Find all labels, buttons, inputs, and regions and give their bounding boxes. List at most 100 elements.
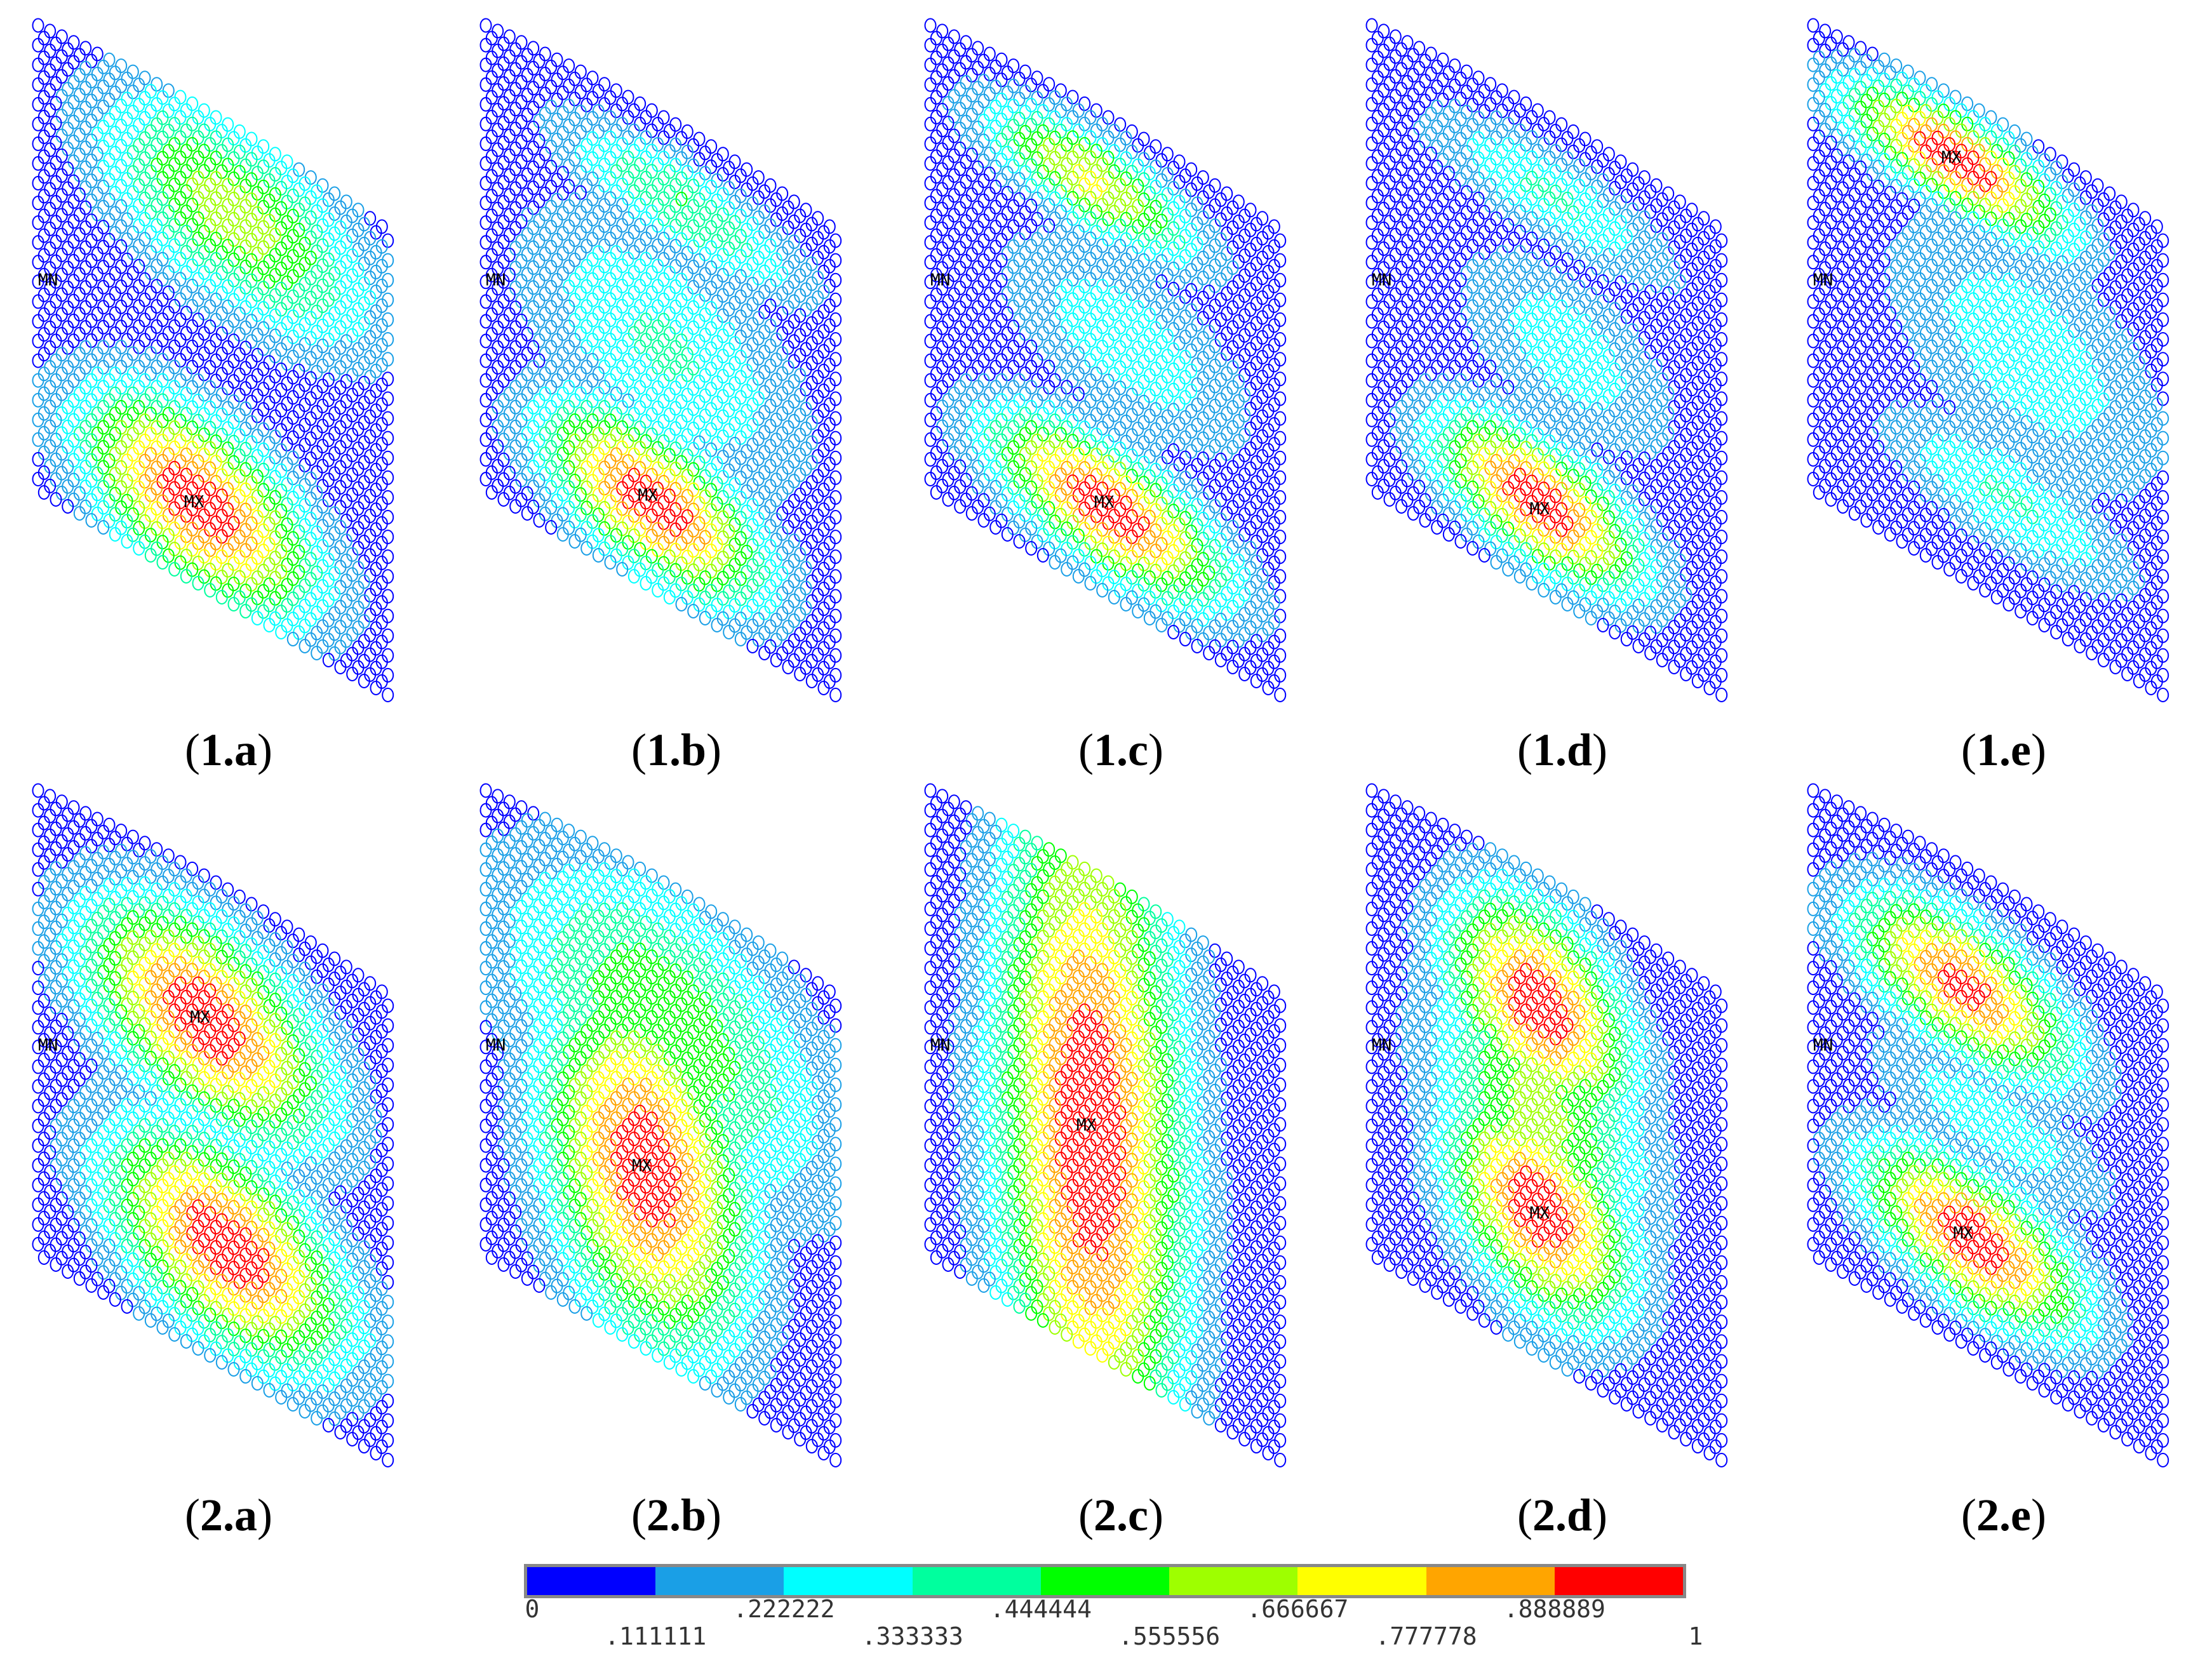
mesh-cell	[479, 215, 492, 230]
mesh-cell	[239, 604, 252, 618]
panel-caption-1a: (1.a)	[185, 725, 272, 775]
mesh-cell	[1449, 78, 1461, 93]
mesh-cell	[115, 138, 128, 154]
mesh-cell	[479, 156, 492, 171]
mesh-cell	[1013, 71, 1026, 86]
mesh-cell	[1413, 121, 1426, 135]
mesh-cell	[1472, 151, 1485, 166]
mesh-cell	[965, 147, 978, 163]
mesh-cell	[1025, 541, 1038, 556]
mesh-cell	[1466, 158, 1479, 173]
mesh-cell	[960, 135, 972, 149]
mesh-cell	[133, 138, 145, 153]
mesh-cell	[539, 46, 551, 62]
mesh-cell	[1401, 75, 1414, 90]
mesh-cell	[126, 124, 139, 140]
mesh-cell	[79, 41, 92, 56]
mesh-cell	[1031, 70, 1043, 86]
mesh-cell	[556, 126, 569, 140]
mesh-cell	[32, 274, 44, 290]
mesh-cell	[521, 107, 533, 123]
mesh-cell	[144, 124, 157, 139]
mesh-cell	[503, 69, 516, 84]
mesh-cell	[144, 84, 157, 99]
mesh-cell	[121, 192, 133, 207]
mesh-cell	[32, 353, 44, 368]
mesh-cell	[924, 353, 937, 368]
mesh-cell	[121, 112, 133, 126]
mesh-cell	[551, 152, 563, 168]
mesh-cell	[73, 48, 86, 63]
mesh-cell	[1019, 145, 1031, 160]
mesh-cell	[972, 60, 984, 76]
mesh-cell	[156, 90, 169, 105]
mesh-cell	[485, 30, 498, 46]
mesh-cell	[1389, 49, 1402, 64]
mesh-cell	[521, 506, 533, 521]
mesh-cell	[97, 199, 110, 215]
mesh-cell	[1001, 65, 1014, 81]
mesh-cell	[492, 123, 504, 138]
mesh-cell	[126, 84, 139, 100]
mesh-cell	[67, 75, 80, 90]
mesh-cell	[965, 88, 978, 103]
mesh-cell	[924, 97, 937, 112]
mesh-cell	[479, 353, 492, 368]
mesh-cell	[1413, 160, 1426, 175]
mesh-cell	[687, 604, 700, 618]
min-marker: MN	[930, 271, 950, 290]
mesh-cell	[109, 527, 121, 542]
mesh-cell	[1437, 152, 1449, 168]
mesh-cell	[37, 485, 50, 500]
mesh-cell	[580, 158, 593, 173]
mesh-cell	[972, 140, 984, 156]
mesh-cell	[515, 174, 528, 189]
mesh-cell	[1449, 178, 1461, 194]
mesh-cell	[1454, 71, 1467, 86]
mesh-cell	[1025, 198, 1038, 213]
mesh-cell	[121, 534, 133, 549]
mesh-cell	[103, 112, 116, 128]
mesh-cell	[73, 128, 86, 142]
mesh-cell	[977, 133, 990, 149]
mesh-cell	[1007, 78, 1020, 93]
mesh-cell	[924, 136, 937, 151]
mesh-cell	[32, 57, 44, 72]
mesh-cell	[138, 151, 151, 166]
mesh-cell	[1413, 140, 1426, 156]
mesh-cell	[85, 153, 98, 168]
mesh-cell	[91, 46, 104, 62]
mesh-cell	[346, 667, 359, 681]
mesh-cell	[1262, 681, 1275, 695]
mesh-cell	[1424, 67, 1437, 81]
mesh-cell	[568, 172, 581, 187]
mesh-cell	[580, 98, 593, 112]
mesh-cell	[263, 618, 276, 632]
mesh-cell	[503, 128, 516, 144]
mesh-cell	[598, 117, 611, 132]
mesh-cell	[1061, 562, 1073, 577]
mesh-cell	[144, 164, 157, 180]
mesh-cell	[1478, 144, 1491, 159]
mesh-cell	[492, 43, 504, 58]
mesh-cell	[663, 590, 676, 604]
mesh-cell	[1371, 130, 1384, 144]
mesh-cell	[97, 180, 110, 194]
mesh-cell	[960, 55, 972, 70]
panel-caption-label: 1.c	[1094, 725, 1148, 775]
mesh-cell	[479, 97, 492, 112]
mesh-cell	[1460, 165, 1473, 180]
mesh-cell	[1049, 555, 1061, 570]
mesh-cell	[972, 160, 984, 175]
mesh-cell	[1424, 46, 1437, 62]
mesh-cell	[1454, 91, 1467, 107]
mesh-cell	[227, 597, 240, 611]
mesh-cell	[91, 67, 104, 81]
mesh-cell	[1407, 147, 1419, 163]
mesh-cell	[133, 158, 145, 173]
mesh-cell	[1424, 186, 1437, 201]
mesh-cell	[533, 133, 546, 149]
mesh-cell	[515, 154, 528, 170]
mesh-cell	[109, 105, 121, 121]
mesh-cell	[539, 67, 551, 81]
